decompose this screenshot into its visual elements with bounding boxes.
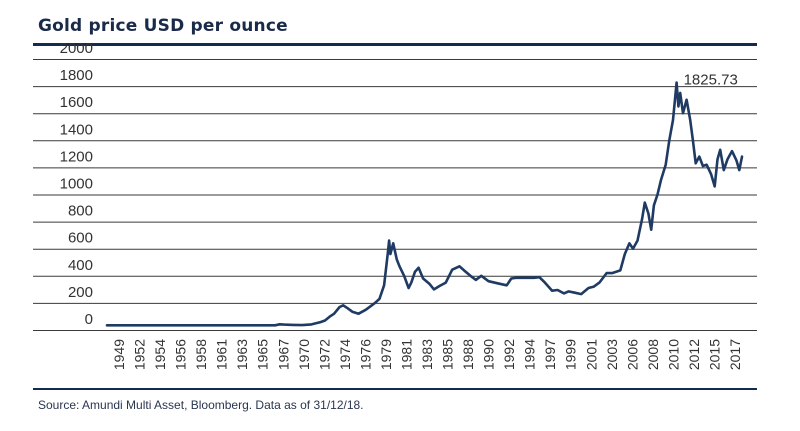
x-tick-label: 1979 — [378, 339, 394, 370]
x-tick-label: 1970 — [296, 339, 312, 370]
bottom-rule — [33, 388, 757, 390]
x-tick-label: 1954 — [152, 339, 168, 370]
y-axis-ticks: 0 200 400 600 800 1000 1200 1400 1600 1800 2000 — [60, 40, 93, 328]
series-line-gold-price — [105, 81, 744, 327]
x-tick-label: 1958 — [193, 339, 209, 370]
x-tick-label: 1974 — [337, 339, 353, 370]
x-tick-label: 2001 — [583, 339, 599, 370]
y-tick-label: 400 — [68, 257, 93, 274]
y-tick-label: 600 — [68, 230, 93, 247]
x-tick-label: 1963 — [234, 339, 250, 370]
x-tick-label: 1961 — [214, 339, 230, 370]
x-tick-label: 1956 — [173, 339, 189, 370]
x-tick-label: 2008 — [645, 339, 661, 370]
y-tick-label: 1800 — [60, 67, 93, 84]
x-tick-label: 1990 — [481, 339, 497, 370]
y-tick-label: 0 — [85, 311, 93, 328]
chart-title: Gold price USD per ounce — [38, 16, 288, 36]
x-tick-label: 1997 — [542, 339, 558, 370]
y-tick-label: 1600 — [60, 94, 93, 111]
x-tick-label: 1992 — [501, 339, 517, 370]
y-tick-label: 800 — [68, 203, 93, 220]
y-tick-label: 200 — [68, 284, 93, 301]
x-tick-label: 1981 — [399, 339, 415, 370]
x-tick-label: 2017 — [727, 339, 743, 370]
x-tick-label: 2006 — [624, 339, 640, 370]
x-tick-label: 2003 — [604, 339, 620, 370]
x-tick-label: 1949 — [111, 339, 127, 370]
y-tick-label: 2000 — [60, 40, 93, 57]
x-tick-label: 1999 — [563, 339, 579, 370]
source-note: Source: Amundi Multi Asset, Bloomberg. D… — [38, 398, 364, 412]
x-axis-ticks: 1949 1952 1954 1956 1958 1961 1963 1965 1967 1970… — [111, 339, 743, 370]
peak-annotation-label: 1825.73 — [684, 72, 738, 89]
x-tick-label: 1985 — [440, 339, 456, 370]
x-tick-label: 1972 — [316, 339, 332, 370]
x-tick-label: 1976 — [357, 339, 373, 370]
x-tick-label: 1994 — [522, 339, 538, 370]
y-tick-label: 1200 — [60, 148, 93, 165]
grid-lines — [33, 59, 757, 331]
annotation-group: 1825.73 — [684, 72, 738, 89]
series-group — [105, 81, 744, 327]
x-tick-label: 2015 — [707, 339, 723, 370]
x-tick-label: 1967 — [275, 339, 291, 370]
y-tick-label: 1000 — [60, 176, 93, 193]
y-tick-label: 1400 — [60, 121, 93, 138]
x-tick-label: 1988 — [460, 339, 476, 370]
x-tick-label: 2010 — [665, 339, 681, 370]
x-tick-label: 1965 — [255, 339, 271, 370]
x-tick-label: 1983 — [419, 339, 435, 370]
title-rule — [33, 43, 757, 46]
x-tick-label: 2012 — [686, 339, 702, 370]
x-tick-label: 1952 — [132, 339, 148, 370]
